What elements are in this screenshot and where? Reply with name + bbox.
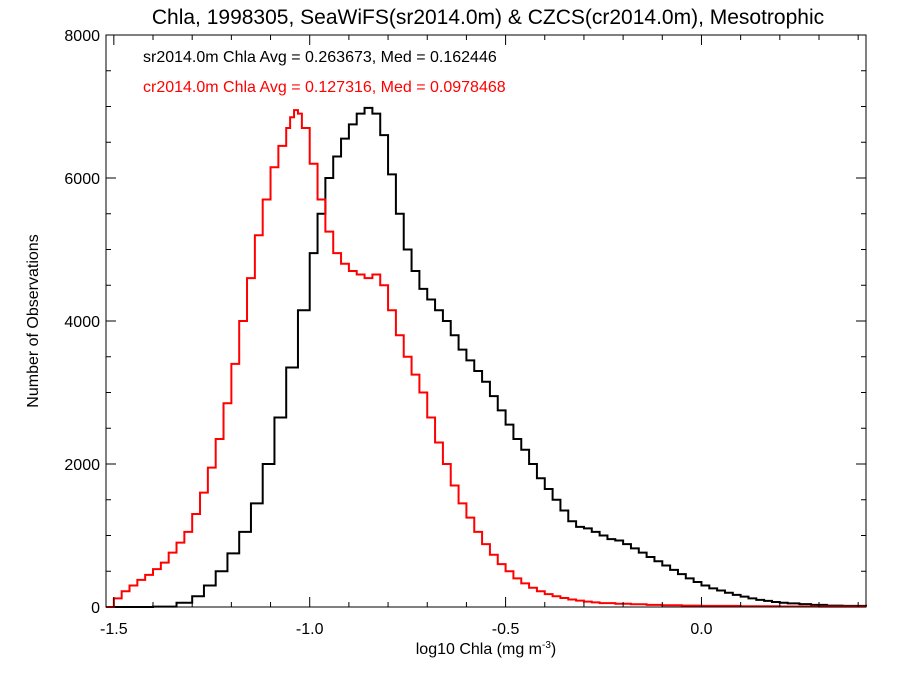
chart-title: Chla, 1998305, SeaWiFS(sr2014.0m) & CZCS… <box>152 6 824 29</box>
x-tick-label: 0.0 <box>690 621 712 638</box>
legend: sr2014.0m Chla Avg = 0.263673, Med = 0.1… <box>143 49 506 96</box>
y-tick-label: 0 <box>91 600 100 617</box>
x-axis-label: log10 Chla (mg m-3) <box>416 640 557 658</box>
y-axis: 0 2000 4000 6000 8000 <box>64 28 866 617</box>
legend-entry: sr2014.0m Chla Avg = 0.263673, Med = 0.1… <box>143 49 497 66</box>
y-tick-label: 2000 <box>64 457 100 474</box>
x-axis-label-exponent: -3 <box>542 640 551 651</box>
y-axis-label: Number of Observations <box>25 234 42 407</box>
series-line-sr2014.0m <box>106 106 867 608</box>
x-tick-label: -1.5 <box>100 621 128 638</box>
plot-frame <box>105 34 867 608</box>
x-tick-label: -1.0 <box>296 621 324 638</box>
y-tick-label: 8000 <box>64 28 100 45</box>
legend-entry: cr2014.0m Chla Avg = 0.127316, Med = 0.0… <box>143 79 506 96</box>
x-tick-label: -0.5 <box>492 621 520 638</box>
y-tick-label: 6000 <box>64 171 100 188</box>
x-axis-label-close: ) <box>551 641 556 658</box>
series-layer <box>106 106 867 608</box>
x-axis-label-text: log10 Chla (mg m <box>416 641 542 658</box>
x-axis: -1.5 -1.0 -0.5 0.0 <box>100 35 859 638</box>
series-line-cr2014.0m <box>106 109 867 608</box>
y-tick-label: 4000 <box>64 314 100 331</box>
